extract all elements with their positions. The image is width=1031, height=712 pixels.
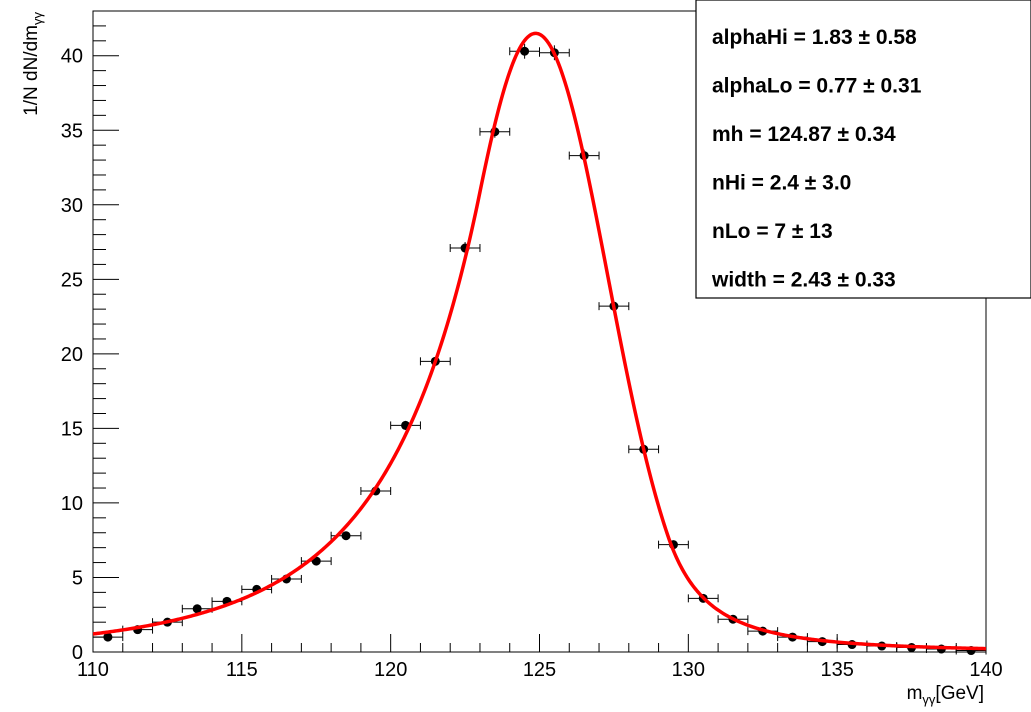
fit-curve-layer <box>92 31 987 651</box>
y-tick-label: 30 <box>61 195 83 217</box>
tick-labels: 110 115 120 125 130 135 140 0 5 10 15 20 25 30 35 40 <box>61 46 1003 681</box>
stats-line: alphaHi = 1.83 ± 0.58 <box>712 26 917 49</box>
x-axis-title: mγγ[GeV] <box>907 683 984 707</box>
marker <box>192 604 202 614</box>
y-tick-label: 35 <box>61 120 83 142</box>
x-tick-label: 140 <box>969 659 1002 681</box>
stats-line: mh = 124.87 ± 0.34 <box>712 123 896 146</box>
x-tick-label: 130 <box>672 659 705 681</box>
marker <box>520 46 530 56</box>
stats-lines: alphaHi = 1.83 ± 0.58 alphaLo = 0.77 ± 0.… <box>711 26 922 292</box>
stats-box: alphaHi = 1.83 ± 0.58 alphaLo = 0.77 ± 0.… <box>695 0 1031 299</box>
x-tick-label: 120 <box>374 659 407 681</box>
stats-line: width = 2.43 ± 0.33 <box>711 269 896 292</box>
marker <box>103 632 113 642</box>
data-point <box>92 632 124 642</box>
stats-line: alphaLo = 0.77 ± 0.31 <box>712 75 922 98</box>
x-tick-label: 110 <box>77 659 109 681</box>
y-tick-label: 15 <box>61 418 83 440</box>
x-tick-label: 125 <box>523 659 556 681</box>
fit-curve <box>92 31 987 651</box>
y-tick-label: 40 <box>61 46 83 68</box>
y-tick-label: 5 <box>72 567 83 589</box>
x-tick-label: 135 <box>820 659 853 681</box>
y-tick-label: 25 <box>61 269 83 291</box>
x-tick-label: 115 <box>226 659 258 681</box>
stats-line: nLo = 7 ± 13 <box>712 220 833 243</box>
y-tick-label: 10 <box>61 493 83 515</box>
y-tick-label: 0 <box>72 642 83 664</box>
stats-line: nHi = 2.4 ± 3.0 <box>712 172 851 195</box>
marker <box>341 531 351 541</box>
stats-box-frame <box>695 0 1031 299</box>
y-axis-title: 1/N dN/dmγγ <box>21 12 45 116</box>
y-tick-label: 20 <box>61 344 83 366</box>
